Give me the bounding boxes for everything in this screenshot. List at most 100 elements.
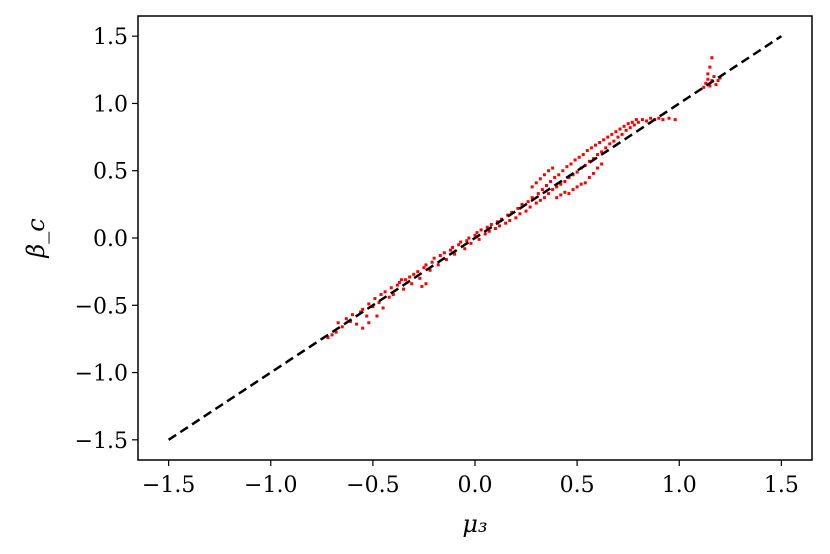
reference-line bbox=[167, 35, 783, 441]
data-point bbox=[442, 251, 446, 255]
data-point bbox=[444, 258, 448, 262]
data-point bbox=[563, 190, 567, 194]
data-point bbox=[673, 118, 677, 122]
data-point bbox=[530, 185, 534, 189]
x-tick-label: −1.0 bbox=[244, 473, 297, 498]
data-point bbox=[373, 297, 377, 301]
data-point bbox=[365, 314, 369, 318]
data-point bbox=[344, 317, 348, 321]
data-point bbox=[600, 162, 604, 166]
data-point bbox=[551, 188, 555, 192]
data-point bbox=[542, 173, 546, 177]
data-point bbox=[544, 184, 548, 188]
data-point bbox=[530, 196, 534, 200]
data-point bbox=[418, 276, 422, 280]
data-point bbox=[538, 177, 542, 181]
y-axis: −1.5 −1.0 −0.5 0.0 0.5 1.0 1.5 bbox=[75, 25, 138, 454]
data-point bbox=[397, 280, 401, 284]
data-point bbox=[534, 181, 538, 185]
data-point bbox=[361, 326, 365, 330]
x-tick-label: 0.0 bbox=[458, 473, 493, 498]
data-point bbox=[453, 252, 457, 256]
data-point bbox=[614, 130, 618, 134]
data-point bbox=[565, 165, 569, 169]
data-point bbox=[416, 270, 420, 274]
data-point bbox=[624, 128, 628, 132]
data-point bbox=[387, 295, 391, 299]
data-point bbox=[383, 290, 387, 294]
data-point bbox=[557, 173, 561, 177]
data-point bbox=[540, 188, 544, 192]
data-point bbox=[424, 263, 428, 267]
data-point bbox=[596, 166, 600, 170]
x-axis-label: μ₃ bbox=[462, 510, 487, 538]
data-point bbox=[336, 321, 340, 325]
data-point bbox=[542, 196, 546, 200]
y-tick-label: 0.5 bbox=[93, 160, 128, 185]
data-point bbox=[538, 198, 542, 202]
data-point bbox=[524, 209, 528, 213]
data-point bbox=[448, 248, 452, 252]
y-axis-label: β_c bbox=[22, 218, 50, 258]
data-point bbox=[587, 175, 591, 179]
data-point bbox=[571, 188, 575, 192]
data-point bbox=[487, 229, 491, 233]
data-point bbox=[473, 233, 477, 237]
data-point bbox=[422, 266, 426, 270]
data-point bbox=[616, 135, 620, 139]
data-point bbox=[708, 84, 712, 88]
data-point bbox=[716, 79, 720, 83]
data-point bbox=[559, 193, 563, 197]
data-point bbox=[598, 140, 602, 144]
data-point bbox=[622, 124, 626, 128]
data-point bbox=[459, 240, 463, 244]
data-point bbox=[463, 247, 467, 251]
data-point bbox=[606, 135, 610, 139]
x-tick-label: −0.5 bbox=[346, 473, 399, 498]
data-point bbox=[559, 182, 563, 186]
data-point bbox=[536, 192, 540, 196]
x-tick-label: 0.5 bbox=[560, 473, 595, 498]
data-point bbox=[577, 155, 581, 159]
data-point bbox=[610, 132, 614, 136]
data-point bbox=[504, 221, 508, 225]
data-point bbox=[355, 322, 359, 326]
data-point bbox=[706, 77, 710, 81]
data-point bbox=[428, 268, 432, 272]
y-tick-label: 1.5 bbox=[93, 25, 128, 50]
data-point bbox=[585, 149, 589, 153]
data-point bbox=[604, 146, 608, 150]
data-point bbox=[657, 116, 661, 120]
data-point bbox=[581, 153, 585, 157]
data-point bbox=[430, 260, 434, 264]
data-point bbox=[575, 185, 579, 189]
data-point bbox=[526, 200, 530, 204]
data-point bbox=[555, 196, 559, 200]
data-point bbox=[465, 239, 469, 243]
data-point bbox=[377, 301, 381, 305]
data-point bbox=[632, 123, 636, 127]
data-point bbox=[547, 169, 551, 173]
data-point bbox=[708, 65, 712, 69]
data-point bbox=[573, 158, 577, 162]
data-point bbox=[645, 119, 649, 123]
data-point bbox=[596, 153, 600, 157]
data-point bbox=[508, 219, 512, 223]
data-point bbox=[620, 132, 624, 136]
data-point bbox=[702, 85, 706, 89]
data-point bbox=[534, 201, 538, 205]
data-point bbox=[583, 181, 587, 185]
data-point bbox=[361, 307, 365, 311]
data-point bbox=[553, 175, 557, 179]
data-point bbox=[395, 283, 399, 287]
y-tick-label: −0.5 bbox=[75, 294, 128, 319]
data-point bbox=[389, 286, 393, 290]
data-point bbox=[555, 185, 559, 189]
data-point bbox=[379, 293, 383, 297]
data-point bbox=[334, 330, 338, 334]
data-point bbox=[350, 313, 354, 317]
data-point bbox=[467, 236, 471, 240]
y-tick-label: −1.0 bbox=[75, 362, 128, 387]
data-point bbox=[518, 212, 522, 216]
data-point bbox=[567, 192, 571, 196]
